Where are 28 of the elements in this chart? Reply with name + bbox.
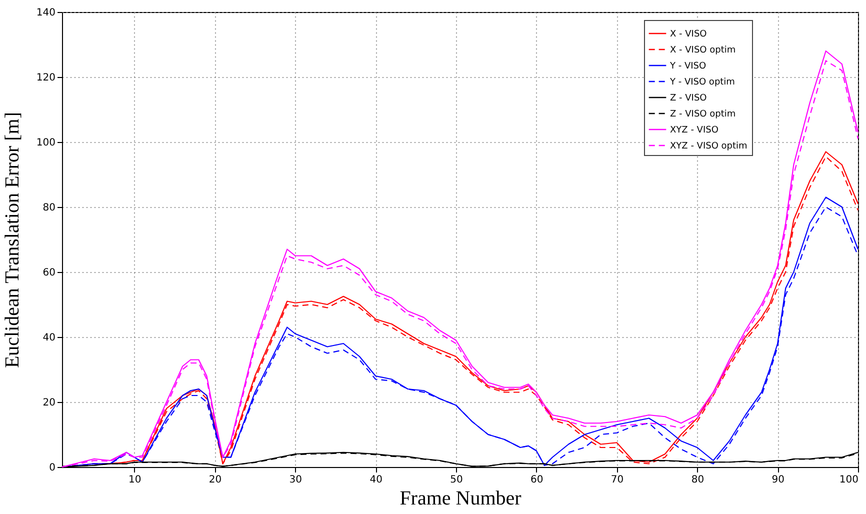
x-tick-label: 80 bbox=[691, 474, 704, 486]
legend-label: Y - VISO optim bbox=[669, 78, 735, 88]
legend-label: X - VISO optim bbox=[670, 46, 736, 56]
legend-label: X - VISO bbox=[670, 30, 707, 40]
x-axis-title: Frame Number bbox=[400, 488, 522, 510]
y-tick-label: 120 bbox=[36, 72, 56, 84]
x-tick-label: 10 bbox=[128, 474, 142, 486]
x-tick-label: 50 bbox=[450, 474, 463, 486]
legend-label: Y - VISO bbox=[669, 62, 706, 72]
x-tick-label: 20 bbox=[208, 474, 222, 486]
legend-label: XYZ - VISO bbox=[670, 126, 718, 136]
y-tick-label: 100 bbox=[36, 138, 56, 148]
y-tick-label: 0 bbox=[49, 462, 56, 474]
legend-label: Z - VISO optim bbox=[670, 110, 736, 120]
y-tick-label: 60 bbox=[42, 268, 56, 278]
x-tick-label: 70 bbox=[610, 474, 624, 486]
legend-label: XYZ - VISO optim bbox=[670, 142, 748, 152]
x-tick-label: 40 bbox=[370, 474, 382, 486]
y-tick-label: 80 bbox=[42, 202, 56, 214]
legend-label: Z - VISO bbox=[670, 94, 707, 104]
y-axis-title: Euclidean Translation Error [m] bbox=[1, 112, 24, 368]
y-tick-label: 40 bbox=[42, 332, 56, 344]
y-tick-label: 140 bbox=[36, 8, 56, 18]
x-tick-label: 90 bbox=[772, 474, 784, 486]
x-tick-label: 30 bbox=[289, 474, 302, 486]
y-tick-label: 20 bbox=[42, 398, 56, 408]
x-tick-label: 60 bbox=[530, 474, 544, 486]
x-tick-label: 100 bbox=[839, 474, 858, 486]
